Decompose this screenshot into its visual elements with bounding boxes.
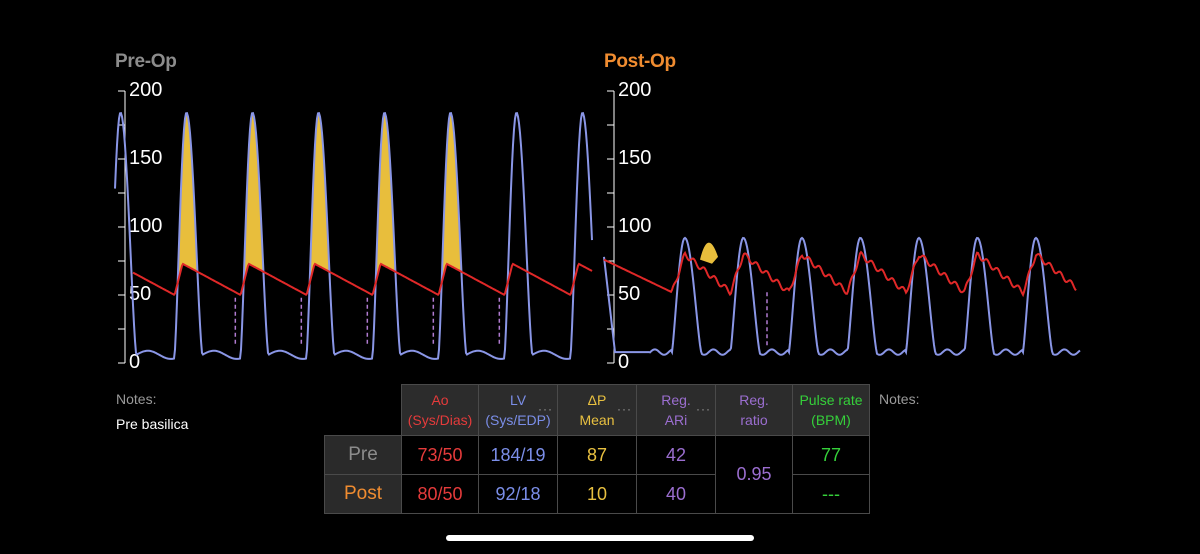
header-dp-line2: Mean	[579, 412, 615, 428]
header-ao: Ao (Sys/Dias)	[401, 384, 479, 436]
pre-tick-200: 200	[129, 79, 163, 101]
reg-ratio-value: 0.95	[715, 435, 793, 514]
metrics-table: Ao (Sys/Dias) LV (Sys/EDP) ··· ΔP Mean ·…	[324, 384, 870, 514]
post-tick-200: 200	[618, 79, 652, 101]
post-ao-value: 80/50	[401, 474, 479, 514]
notes-left-label: Notes:	[116, 391, 157, 407]
pre-lv-value: 184/19	[478, 435, 558, 475]
header-ao-line2: (Sys/Dias)	[407, 412, 473, 428]
table-corner	[325, 385, 402, 436]
pre-op-title: Pre-Op	[115, 51, 177, 72]
pre-op-lv-trace	[114, 112, 593, 360]
pre-tick-150: 150	[129, 147, 163, 169]
pre-tick-0: 0	[129, 351, 141, 373]
post-tick-50: 50	[618, 283, 641, 305]
post-op-ao-trace	[603, 250, 1077, 298]
post-op-gradient-fill	[700, 242, 718, 264]
header-ao-line1: Ao	[431, 392, 449, 408]
table-row-post: Post 80/50 92/18 10 40 ---	[324, 474, 870, 514]
gradient-area	[700, 242, 718, 264]
post-op-title: Post-Op	[604, 51, 676, 72]
pre-op-diastolic-markers	[234, 297, 501, 344]
header-pulse-line1: Pulse rate	[799, 392, 863, 408]
lv-menu-icon[interactable]: ···	[538, 402, 553, 416]
header-lv-line2: (Sys/EDP)	[485, 412, 551, 428]
dp-menu-icon[interactable]: ···	[617, 402, 632, 416]
pre-op-ao-trace	[132, 262, 593, 297]
header-dp-line1: ΔP	[587, 392, 607, 408]
header-reg-ratio-line2: ratio	[740, 412, 768, 428]
post-tick-0: 0	[618, 351, 630, 373]
header-ari-line2: ARi	[664, 412, 688, 428]
header-reg-ratio-line1: Reg.	[739, 392, 769, 408]
post-op-axis	[607, 90, 615, 364]
pre-tick-50: 50	[129, 283, 152, 305]
header-reg-ratio: Reg. ratio	[715, 384, 793, 436]
row-label-pre: Pre	[324, 435, 402, 475]
pre-op-gradient-fill	[178, 113, 461, 282]
post-tick-100: 100	[618, 215, 652, 237]
pre-ari-value: 42	[636, 435, 716, 475]
pre-dp-value: 87	[557, 435, 637, 475]
post-tick-150: 150	[618, 147, 652, 169]
header-lv[interactable]: LV (Sys/EDP) ···	[478, 384, 558, 436]
notes-left-text[interactable]: Pre basilica	[116, 416, 189, 432]
header-dp[interactable]: ΔP Mean ···	[557, 384, 637, 436]
home-indicator[interactable]	[446, 535, 754, 541]
header-ari[interactable]: Reg. ARi ···	[636, 384, 716, 436]
table-row-pre: Pre 73/50 184/19 87 42 0.95 77	[324, 435, 870, 514]
post-lv-value: 92/18	[478, 474, 558, 514]
pre-tick-100: 100	[129, 215, 163, 237]
header-pulse: Pulse rate (BPM)	[792, 384, 870, 436]
post-pulse-value: ---	[792, 474, 870, 514]
post-op-lv-trace	[603, 236, 1081, 356]
notes-right-label[interactable]: Notes:	[879, 391, 920, 407]
header-ari-line1: Reg.	[661, 392, 691, 408]
post-dp-value: 10	[557, 474, 637, 514]
header-pulse-line2: (BPM)	[811, 412, 851, 428]
post-ari-value: 40	[636, 474, 716, 514]
row-label-post: Post	[324, 474, 402, 514]
ari-menu-icon[interactable]: ···	[696, 402, 711, 416]
header-lv-line1: LV	[509, 392, 527, 408]
pre-ao-value: 73/50	[401, 435, 479, 475]
pre-pulse-value: 77	[792, 435, 870, 475]
